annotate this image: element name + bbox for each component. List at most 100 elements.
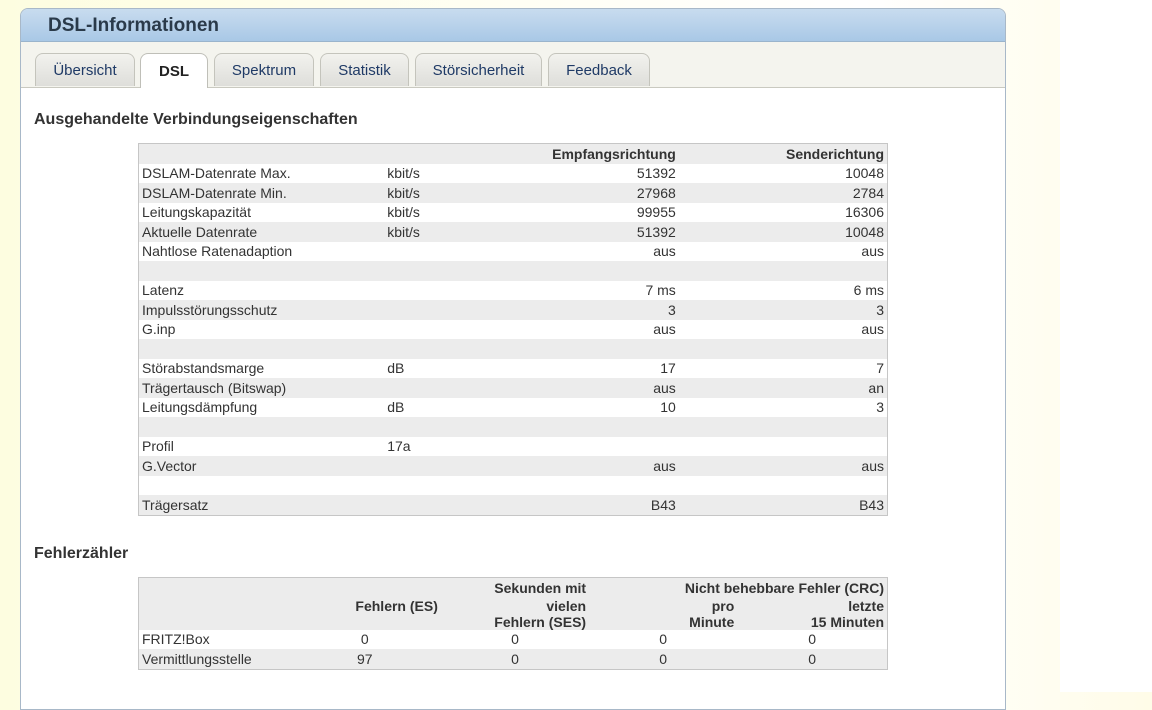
row-15min: 0 <box>808 650 817 667</box>
row-label: Störabstandsmarge <box>142 360 265 377</box>
row-rx <box>505 437 679 457</box>
tab-feedback[interactable]: Feedback <box>548 53 650 86</box>
row-rx: B43 <box>650 496 676 513</box>
table-row: Nahtlose Ratenadaption aus aus <box>138 241 888 262</box>
header-label <box>139 144 385 164</box>
dsl-info-window: DSL-Informationen Übersicht DSL Spektrum… <box>20 8 1006 710</box>
row-unit <box>384 300 505 320</box>
row-label: DSLAM-Datenrate Max. <box>142 165 291 182</box>
row-unit <box>384 378 505 398</box>
tab-content: Ausgehandelte Verbindungseigenschaften E… <box>21 88 1005 709</box>
row-rx <box>505 476 679 496</box>
row-unit <box>384 320 505 340</box>
tab-uebersicht[interactable]: Übersicht <box>35 53 135 86</box>
table-header-row: Empfangsrichtung Senderichtung <box>138 143 888 164</box>
row-tx: 10048 <box>845 165 884 182</box>
row-15min: 0 <box>808 631 817 648</box>
tab-statistik[interactable]: Statistik <box>320 53 409 86</box>
row-unit: 17a <box>387 438 411 455</box>
row-ses: 0 <box>511 650 519 667</box>
connection-properties-table: Empfangsrichtung Senderichtung DSLAM-Dat… <box>138 143 888 516</box>
row-rx: aus <box>653 379 676 396</box>
header-15-line1: letzte <box>848 597 884 614</box>
row-label: DSLAM-Datenrate Min. <box>142 184 287 201</box>
row-tx: 6 ms <box>853 282 884 299</box>
row-unit <box>384 495 505 515</box>
header-pm-line1: pro <box>711 597 735 614</box>
row-rx: 51392 <box>636 223 676 240</box>
table-row <box>138 475 888 496</box>
table-row: FRITZ!Box 0 0 0 0 <box>138 629 888 649</box>
row-rx: 27968 <box>636 184 676 201</box>
header-ses-line1: vielen <box>546 597 587 614</box>
row-label: Trägersatz <box>142 496 209 513</box>
table-row: Trägersatz B43 B43 <box>138 495 888 515</box>
table-row: Aktuelle Datenrate kbit/s 51392 10048 <box>138 222 888 242</box>
error-rows: FRITZ!Box 0 0 0 0 Vermittlungsstelle 97 0 0 0 <box>138 629 888 669</box>
row-label: Aktuelle Datenrate <box>142 223 258 240</box>
row-unit: kbit/s <box>387 223 420 240</box>
header-crc: Nicht behebbare Fehler (CRC) <box>684 579 884 596</box>
header-pm-line2: Minute <box>689 613 735 630</box>
row-label: G.Vector <box>142 457 197 474</box>
table-row: G.Vector aus aus <box>138 456 888 476</box>
row-tx: aus <box>861 321 884 338</box>
row-label: Nahtlose Ratenadaption <box>142 243 293 260</box>
table-row: Impulsstörungsschutz 3 3 <box>138 300 888 320</box>
title-bar: DSL-Informationen <box>21 9 1005 42</box>
table-row <box>138 417 888 437</box>
row-label: Latenz <box>142 282 185 299</box>
row-label <box>139 339 385 359</box>
row-label: Leitungsdämpfung <box>142 399 258 416</box>
table-row: Leitungskapazität kbit/s 99955 16306 <box>138 202 888 222</box>
table-row <box>138 261 888 281</box>
row-label: Impulsstörungsschutz <box>142 301 278 318</box>
row-unit <box>384 242 505 262</box>
table-row: Trägertausch (Bitswap) aus an <box>138 378 888 398</box>
row-label <box>139 261 385 281</box>
row-unit <box>384 281 505 301</box>
header-ses-line2: Fehlern (SES) <box>494 613 587 630</box>
row-label <box>139 476 385 496</box>
row-label <box>139 417 385 437</box>
header-seconds-with: Sekunden mit <box>494 579 587 596</box>
row-rx: 17 <box>660 360 676 377</box>
row-pm: 0 <box>659 650 668 667</box>
row-rx <box>505 261 679 281</box>
row-unit: kbit/s <box>387 184 420 201</box>
header-rx: Empfangsrichtung <box>552 145 676 162</box>
table-row <box>138 339 888 359</box>
tab-stoersicherheit[interactable]: Störsicherheit <box>415 53 542 86</box>
row-tx: 16306 <box>845 204 884 221</box>
row-rx: 7 ms <box>645 282 676 299</box>
row-label: Vermittlungsstelle <box>142 650 252 667</box>
row-label: G.inp <box>142 321 176 338</box>
row-pm: 0 <box>659 631 668 648</box>
row-unit <box>384 417 505 437</box>
row-tx <box>679 417 888 437</box>
row-tx: B43 <box>859 496 884 513</box>
row-es: 97 <box>357 650 373 667</box>
row-unit: kbit/s <box>387 204 420 221</box>
row-rx: 51392 <box>636 165 676 182</box>
row-label: Leitungskapazität <box>142 204 251 221</box>
row-unit: kbit/s <box>387 165 420 182</box>
row-tx: 2784 <box>852 184 884 201</box>
row-tx: aus <box>861 243 884 260</box>
tab-bar: Übersicht DSL Spektrum Statistik Störsic… <box>21 53 1005 88</box>
table-row: Störabstandsmarge dB 17 7 <box>138 358 888 378</box>
header-es: Fehlern (ES) <box>355 597 438 614</box>
row-unit <box>384 261 505 281</box>
tab-spektrum[interactable]: Spektrum <box>214 53 314 86</box>
table-row: Vermittlungsstelle 97 0 0 0 <box>138 649 888 669</box>
row-label: FRITZ!Box <box>142 631 210 648</box>
row-rx: aus <box>653 457 676 474</box>
row-label: Trägertausch (Bitswap) <box>142 379 287 396</box>
row-tx: 3 <box>876 301 884 318</box>
row-tx <box>679 476 888 496</box>
table-row: DSLAM-Datenrate Max. kbit/s 51392 10048 <box>138 163 888 183</box>
tab-dsl[interactable]: DSL <box>140 53 208 88</box>
table-row: G.inp aus aus <box>138 319 888 340</box>
header-unit <box>384 144 505 164</box>
row-rx: 99955 <box>636 204 676 221</box>
